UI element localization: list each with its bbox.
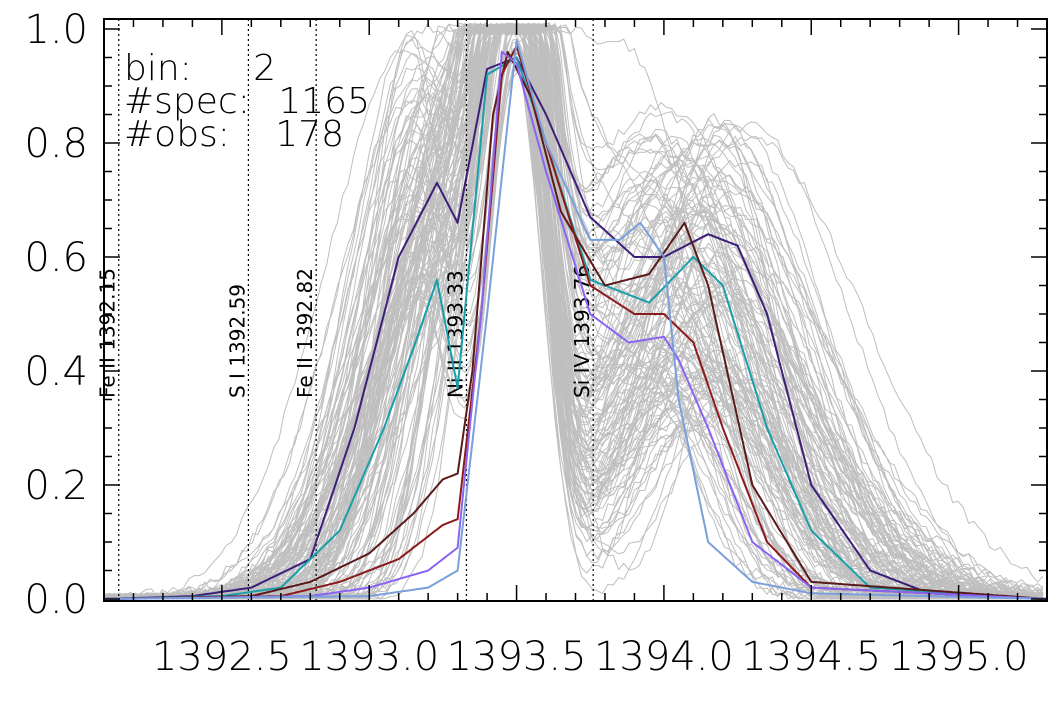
background-spectrum bbox=[104, 23, 1043, 600]
background-spectrum bbox=[103, 22, 1043, 600]
y-tick-label: 0.2 bbox=[24, 463, 88, 509]
axis-ticks: 1392.5 1393.0 1393.5 1394.0 1394.5 1395.0 0.0 0… bbox=[24, 7, 1047, 680]
y-tick-label: 0.6 bbox=[24, 235, 88, 281]
x-tick-label: 1394.5 bbox=[741, 634, 881, 680]
reference-line-label: Fe II 1392.15 bbox=[96, 268, 120, 398]
x-tick-label: 1394.0 bbox=[594, 634, 734, 680]
average-spectra bbox=[103, 39, 1048, 600]
reference-line-label: Fe II 1392.82 bbox=[293, 268, 317, 398]
x-tick-label: 1393.0 bbox=[299, 634, 439, 680]
background-spectrum bbox=[104, 22, 1044, 600]
spec-label: #spec: bbox=[124, 81, 250, 122]
series-line bbox=[104, 39, 1048, 600]
background-spectrum bbox=[103, 24, 1044, 600]
obs-value: 178 bbox=[275, 114, 344, 155]
x-tick-label: 1395.0 bbox=[889, 634, 1029, 680]
background-spectrum bbox=[104, 22, 1044, 600]
obs-label: #obs: bbox=[124, 114, 230, 155]
y-tick-label: 1.0 bbox=[24, 7, 88, 53]
y-tick-label: 0.4 bbox=[24, 349, 88, 395]
y-tick-label: 0.8 bbox=[24, 121, 88, 167]
reference-line-label: S I 1392.59 bbox=[225, 284, 249, 398]
bin-label: bin: bbox=[124, 48, 192, 89]
reference-lines: Fe II 1392.15 S I 1392.59 Fe II 1392.82 Ni … bbox=[96, 19, 594, 601]
background-spectrum bbox=[103, 63, 1044, 600]
y-tick-label: 0.0 bbox=[24, 577, 88, 623]
bin-value: 2 bbox=[253, 48, 276, 89]
x-tick-label: 1392.5 bbox=[152, 634, 292, 680]
info-box: bin: 2 #spec: 1165 #obs: 178 bbox=[124, 48, 370, 155]
background-spectrum bbox=[103, 24, 1044, 600]
x-tick-label: 1393.5 bbox=[447, 634, 587, 680]
background-spectrum bbox=[103, 21, 1043, 600]
spec-value: 1165 bbox=[278, 81, 370, 122]
background-spectrum bbox=[103, 24, 1044, 600]
series-line bbox=[103, 56, 1048, 600]
